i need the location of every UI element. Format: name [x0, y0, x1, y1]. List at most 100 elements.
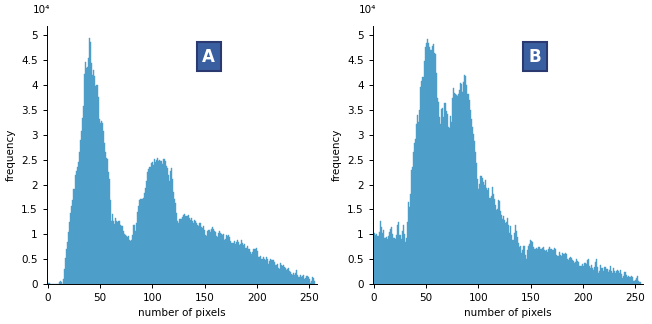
Bar	[442, 108, 443, 284]
Bar	[140, 199, 141, 284]
Bar	[585, 264, 587, 284]
Bar	[518, 243, 519, 284]
Bar	[131, 240, 132, 284]
Bar	[619, 272, 620, 284]
Bar	[148, 168, 149, 284]
Bar	[263, 257, 264, 284]
Bar	[310, 283, 311, 284]
Bar	[591, 265, 592, 284]
Bar	[575, 262, 576, 284]
Bar	[68, 232, 69, 284]
Bar	[293, 272, 294, 284]
Bar	[76, 167, 78, 284]
Bar	[90, 42, 91, 284]
Bar	[248, 249, 249, 284]
Bar	[233, 241, 235, 284]
Bar	[552, 250, 554, 284]
Bar	[270, 259, 271, 284]
Bar	[482, 178, 483, 284]
Bar	[501, 215, 502, 284]
Bar	[307, 276, 308, 284]
Bar	[123, 231, 124, 284]
Bar	[435, 54, 436, 284]
Bar	[312, 277, 313, 284]
Bar	[74, 175, 76, 284]
Bar	[258, 257, 259, 284]
Bar	[629, 277, 630, 284]
Bar	[638, 281, 639, 284]
Bar	[87, 67, 88, 284]
Bar	[503, 216, 504, 284]
Bar	[385, 238, 386, 284]
Bar	[409, 207, 410, 284]
Bar	[539, 247, 540, 284]
Bar	[593, 270, 594, 284]
Bar	[640, 282, 641, 284]
Bar	[202, 228, 203, 284]
Bar	[170, 171, 171, 284]
Bar	[419, 110, 421, 284]
Bar	[601, 268, 602, 284]
Bar	[410, 194, 411, 284]
Bar	[436, 74, 437, 284]
Bar	[464, 75, 466, 284]
Bar	[448, 127, 449, 284]
Bar	[550, 249, 551, 284]
Bar	[474, 141, 475, 284]
Bar	[102, 123, 103, 284]
Bar	[149, 167, 150, 284]
Bar	[516, 237, 518, 284]
Bar	[396, 235, 397, 284]
Bar	[610, 266, 611, 284]
Bar	[61, 282, 62, 284]
Bar	[456, 95, 457, 284]
Bar	[608, 272, 609, 284]
Bar	[304, 278, 306, 284]
Bar	[195, 221, 196, 284]
Bar	[391, 227, 392, 284]
Bar	[533, 247, 535, 284]
Bar	[308, 277, 309, 284]
Bar	[450, 116, 451, 284]
Bar	[199, 223, 200, 284]
Bar	[479, 184, 480, 284]
Bar	[174, 199, 175, 284]
Bar	[150, 167, 151, 284]
Bar	[574, 263, 575, 284]
Bar	[112, 214, 113, 284]
Bar	[115, 218, 116, 284]
Bar	[447, 114, 448, 284]
Bar	[449, 128, 450, 284]
Bar	[433, 44, 434, 284]
Y-axis label: frequency: frequency	[332, 129, 342, 181]
Bar	[116, 221, 117, 284]
Bar	[214, 231, 215, 284]
Bar	[460, 83, 461, 284]
Bar	[565, 253, 566, 284]
Text: 10⁴: 10⁴	[359, 5, 377, 15]
Bar	[584, 262, 585, 284]
Bar	[152, 162, 153, 284]
Bar	[106, 158, 107, 284]
Bar	[153, 165, 154, 284]
Y-axis label: frequency: frequency	[6, 129, 16, 181]
Bar	[525, 255, 526, 284]
Bar	[567, 259, 568, 284]
Bar	[566, 254, 567, 284]
Bar	[498, 200, 499, 284]
Bar	[600, 265, 601, 284]
X-axis label: number of pixels: number of pixels	[464, 308, 552, 318]
Bar	[434, 53, 435, 284]
Bar	[441, 109, 442, 284]
Bar	[70, 213, 71, 284]
Bar	[173, 192, 174, 284]
Bar	[117, 223, 119, 284]
Bar	[462, 92, 464, 284]
Bar	[254, 249, 256, 284]
Bar	[497, 209, 498, 284]
Bar	[413, 152, 414, 284]
Bar	[67, 242, 68, 284]
Bar	[453, 88, 454, 284]
Bar	[132, 235, 133, 284]
Bar	[274, 262, 275, 284]
